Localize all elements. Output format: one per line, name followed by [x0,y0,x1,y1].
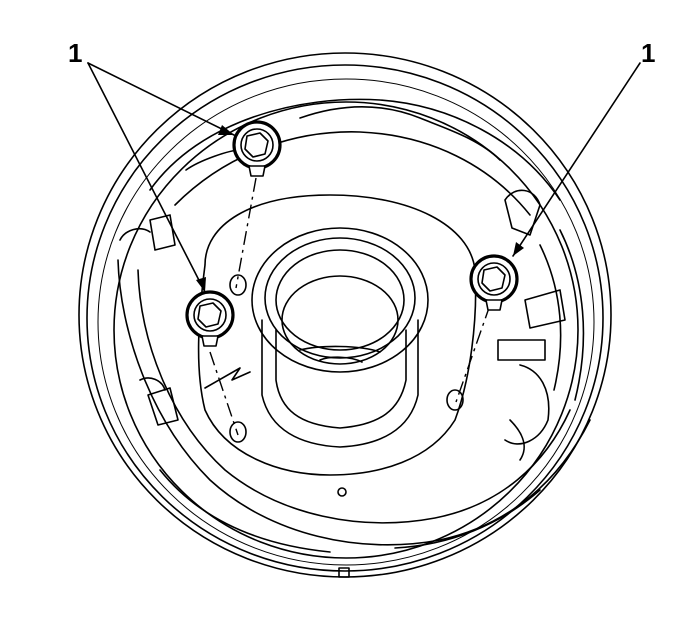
break-marker [204,367,251,389]
bolt-right [469,254,519,311]
bolt-left [185,290,235,347]
adjuster-hardware [497,189,566,461]
hub-center-bore [251,227,429,448]
left-brake-hardware [119,214,179,426]
bolt-alignment-lines [209,177,491,436]
bolt-top [232,120,282,177]
brake-shoe-contours [117,98,591,553]
hub-flange [197,194,477,476]
callout-label-right: 1 [641,38,655,68]
callout-label-left: 1 [68,38,82,68]
leader-lines [87,62,641,293]
bolt-holes [229,274,464,578]
